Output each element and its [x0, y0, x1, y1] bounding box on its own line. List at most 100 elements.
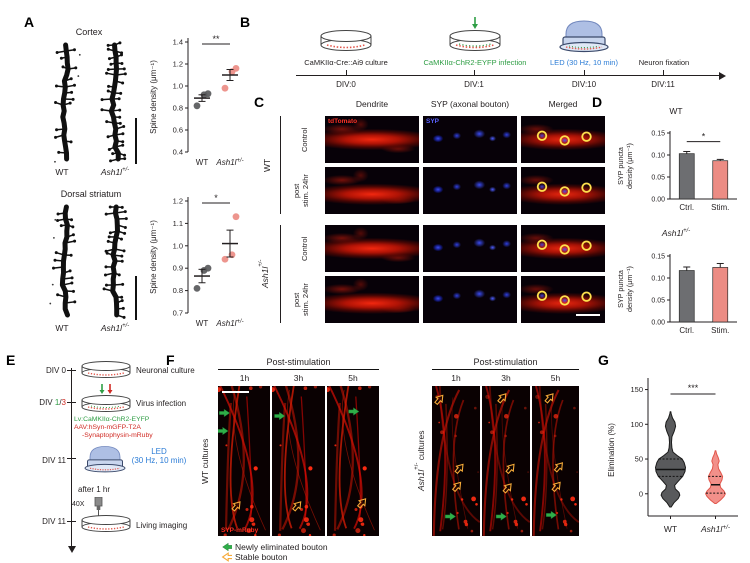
micrograph-merged: [521, 116, 605, 163]
infection-dish-icon: [449, 17, 501, 51]
micrograph-merged: [521, 276, 605, 323]
svg-text:0.00: 0.00: [651, 320, 665, 327]
e-40x-label: 40X: [72, 501, 85, 508]
elimination-violin-chart: 0 50 100 150 Elimination (%) WT Ash1l+/- ***: [604, 356, 746, 563]
striatum-title: Dorsal striatum: [60, 189, 122, 199]
scale-bar: [222, 391, 249, 394]
micrograph-syp: [423, 167, 517, 214]
step-2-label: CaMKIIα-ChR2-EYFP infection: [423, 58, 527, 67]
micrograph-dendrite: [325, 116, 419, 163]
row-label-control-2: Control: [300, 236, 309, 261]
col-header-merged: Merged: [548, 99, 578, 109]
panel-b-label: B: [240, 14, 251, 30]
svg-text:100: 100: [630, 420, 643, 429]
cortex-ash1l-dendrite-image: [100, 41, 127, 163]
e-led-label: LED (30 Hz, 10 min): [131, 447, 187, 465]
step-1-label: CaMKIIα-Cre::Ai9 culture: [304, 58, 388, 67]
cortex-wt-label: WT: [55, 167, 69, 177]
timeline: [296, 75, 720, 77]
group-bracket: [280, 225, 281, 323]
cortex-title: Cortex: [75, 27, 103, 37]
virus-dish-icon: [81, 384, 131, 412]
micrograph-dendrite: [325, 225, 419, 272]
svg-text:*: *: [214, 193, 218, 203]
panel-f-label: F: [166, 352, 175, 368]
svg-text:0.10: 0.10: [651, 153, 665, 160]
e-div11-imaging: DIV 11: [42, 517, 66, 526]
group-label-ash1l: Ash1l+/-: [258, 259, 270, 289]
f-wt-side-label: WT cultures: [200, 438, 210, 484]
svg-text:**: **: [212, 34, 220, 44]
scale-bar: [135, 276, 137, 320]
f-wt-5h-image: [327, 386, 379, 536]
e-aav-construct-2: -Synaptophysin-mRuby: [82, 432, 153, 439]
f-ash1l-side-label: Ash1l+/- cultures: [414, 430, 426, 492]
e-div0: DIV 0: [45, 366, 66, 375]
svg-text:0.10: 0.10: [651, 276, 665, 283]
panel-d-label: D: [592, 94, 603, 110]
div1-label: DIV:1: [464, 80, 484, 89]
e-virus-infection: Virus infection: [136, 399, 187, 408]
micrograph-dendrite: [325, 167, 419, 214]
svg-text:WT: WT: [196, 319, 209, 328]
f-ash1l-5h-image: [532, 386, 579, 536]
svg-text:WT: WT: [196, 158, 209, 167]
svg-text:density (μm⁻¹): density (μm⁻¹): [625, 266, 634, 312]
panel-a-label: A: [24, 14, 35, 30]
legend-stable-bouton: Stable bouton: [218, 552, 287, 562]
svg-text:0.4: 0.4: [173, 148, 183, 157]
cortex-spine-density-chart: 0.4 0.6 0.8 1.0 1.2 1.4 Spine density (μm⁻¹) WT…: [146, 26, 250, 181]
svg-text:Ctrl.: Ctrl.: [679, 203, 694, 212]
scale-bar: [576, 314, 600, 317]
f-wt-1h-image: [218, 386, 270, 536]
striatum-wt-dendrite-image: [49, 204, 77, 318]
svg-text:Spine density (μm⁻¹): Spine density (μm⁻¹): [149, 60, 158, 134]
svg-text:*: *: [702, 132, 706, 142]
svg-text:1.2: 1.2: [173, 60, 183, 69]
div0-label: DIV:0: [336, 80, 356, 89]
e-living-imaging: Living imaging: [136, 521, 188, 530]
svg-text:Stim.: Stim.: [711, 326, 729, 335]
svg-text:Ctrl.: Ctrl.: [679, 326, 694, 335]
panel-g-label: G: [598, 352, 609, 368]
micrograph-merged: [521, 167, 605, 214]
syp-label: SYP: [426, 118, 440, 125]
striatum-wt-label: WT: [55, 323, 69, 333]
svg-text:0.15: 0.15: [651, 131, 665, 138]
step-3-label: LED (30 Hz, 10 min): [550, 58, 618, 67]
legend-newly-eliminated: Newly eliminated bouton: [218, 542, 328, 552]
svg-text:50: 50: [635, 455, 643, 464]
col-header-syp: SYP (axonal bouton): [430, 99, 510, 109]
e-after-1hr: after 1 hr: [78, 485, 111, 494]
svg-text:0.8: 0.8: [173, 286, 183, 295]
svg-text:0.05: 0.05: [651, 175, 665, 182]
group-label-wt: WT: [262, 158, 272, 172]
f-wt-3h-image: [272, 386, 325, 536]
e-lv-construct: Lv:CaMKIIα-ChR2-EYFP: [74, 416, 150, 423]
culture-dish-icon: [320, 30, 372, 51]
cortex-wt-dendrite-image: [54, 42, 81, 163]
svg-text:0.9: 0.9: [173, 264, 183, 273]
micrograph-syp: [423, 276, 517, 323]
panel-c-label: C: [254, 94, 265, 110]
tdtomato-label: tdTomato: [328, 118, 358, 125]
micrograph-dendrite: [325, 276, 419, 323]
e-neuronal-culture: Neuronal culture: [136, 366, 195, 375]
svg-text:Spine density (μm⁻¹): Spine density (μm⁻¹): [149, 220, 158, 294]
svg-text:density (μm⁻¹): density (μm⁻¹): [625, 143, 634, 189]
step-4-label: Neuron fixation: [638, 58, 690, 67]
svg-text:0.7: 0.7: [173, 309, 183, 318]
panel-e-label: E: [6, 352, 16, 368]
svg-text:0.8: 0.8: [173, 104, 183, 113]
micrograph-merged: [521, 225, 605, 272]
scale-bar: [135, 118, 137, 164]
dish-icon: [81, 361, 131, 378]
d-ash1l-title: Ash1l+/-: [661, 228, 691, 238]
div10-label: DIV:10: [571, 80, 597, 89]
e-div13: DIV 1/3: [39, 398, 66, 407]
e-aav-construct: AAV:hSyn-mGFP-T2A: [74, 424, 141, 431]
div11-label: DIV:11: [651, 80, 675, 89]
svg-text:1.1: 1.1: [173, 219, 183, 228]
striatum-spine-density-chart: 0.7 0.8 0.9 1.0 1.1 1.2 Spine density (μm⁻¹) WT…: [146, 185, 250, 342]
